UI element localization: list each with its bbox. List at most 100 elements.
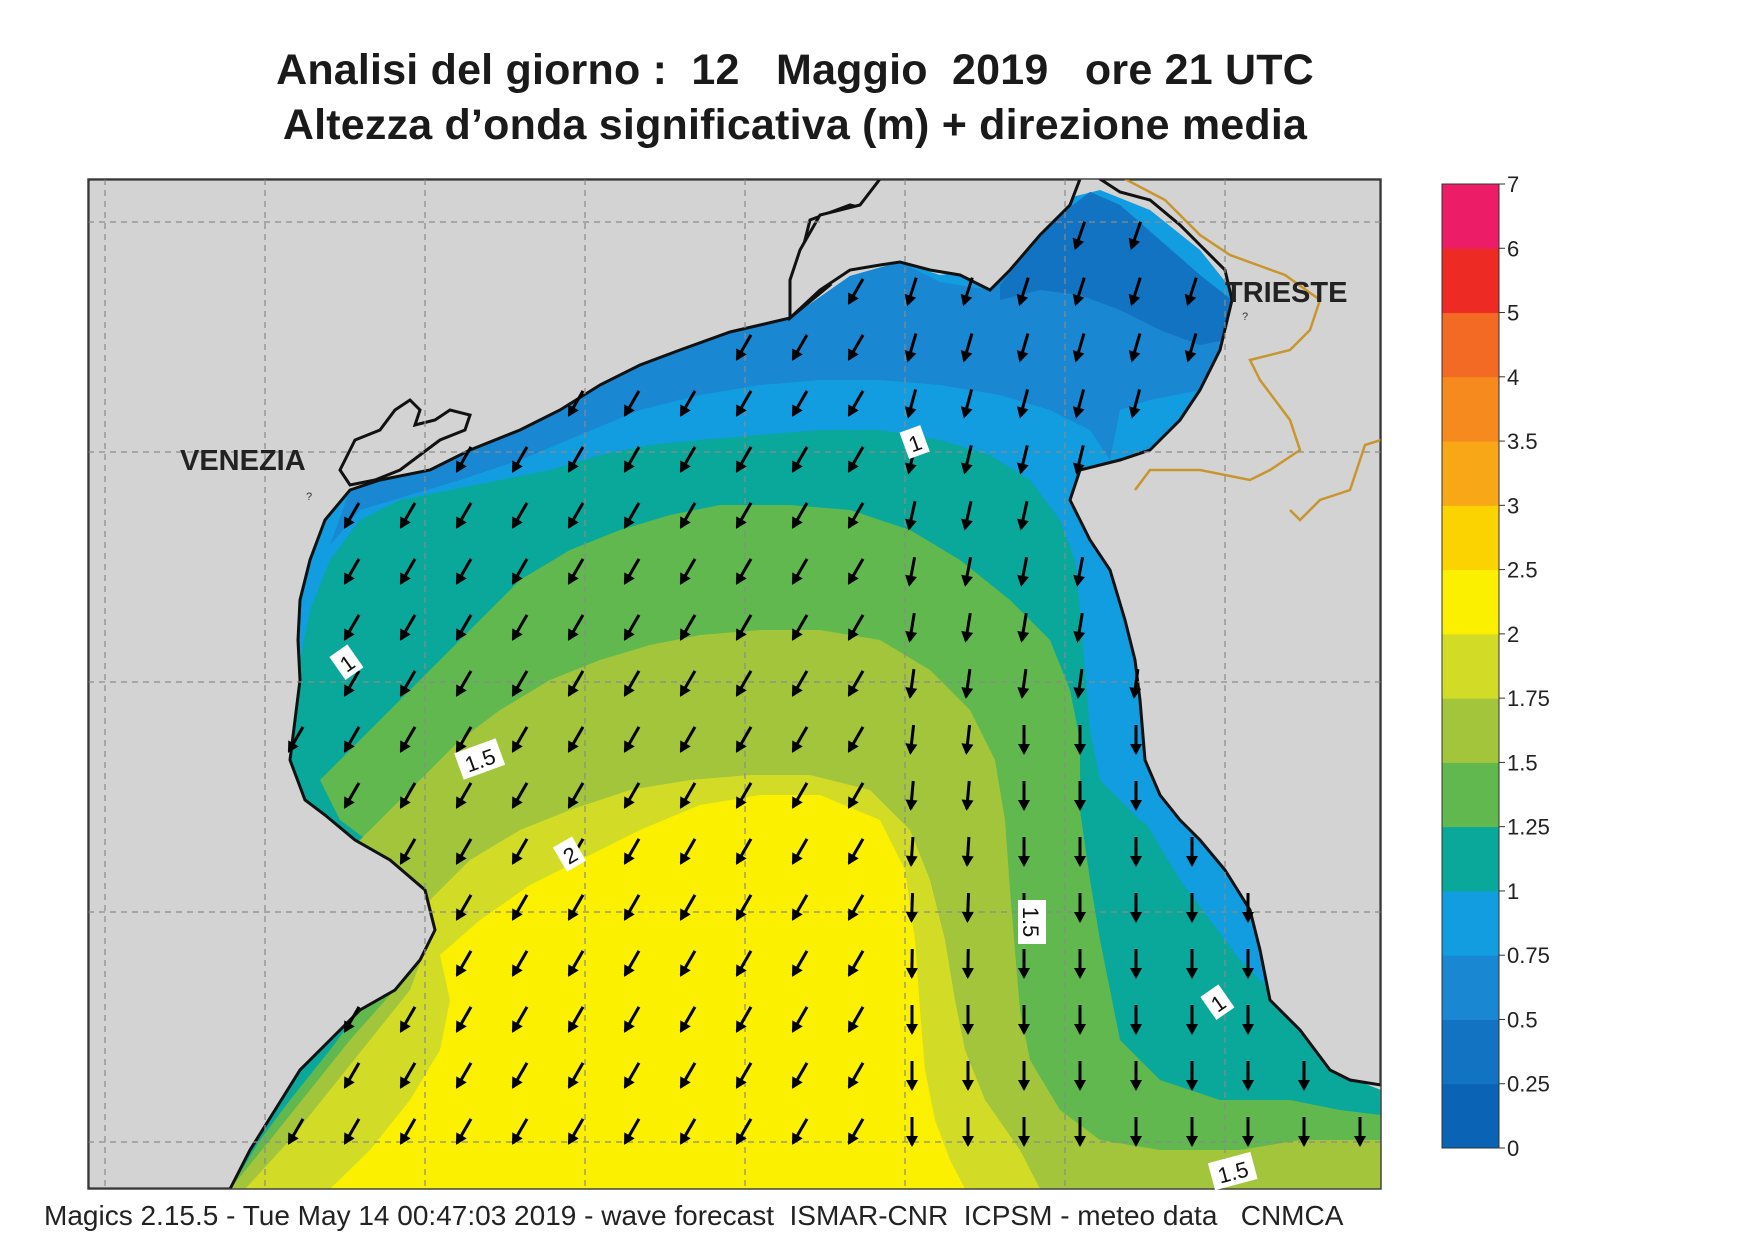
direction-arrow xyxy=(735,1006,753,1033)
direction-arrow xyxy=(1074,725,1086,755)
direction-arrow xyxy=(455,558,473,585)
direction-arrow xyxy=(1242,1005,1254,1035)
direction-arrow xyxy=(679,614,697,641)
direction-arrow xyxy=(623,950,641,977)
direction-arrow xyxy=(455,1118,473,1145)
direction-arrow xyxy=(1018,949,1030,979)
direction-arrow xyxy=(735,1118,753,1145)
direction-arrow xyxy=(343,1006,361,1033)
direction-arrow xyxy=(623,614,641,641)
direction-arrow xyxy=(1130,837,1142,867)
direction-arrow xyxy=(343,558,361,585)
direction-arrow xyxy=(1074,837,1086,867)
legend-swatch xyxy=(1442,248,1499,314)
direction-arrow xyxy=(1186,1117,1198,1147)
direction-arrow xyxy=(623,558,641,585)
direction-arrow xyxy=(847,838,865,865)
direction-arrow xyxy=(511,782,529,809)
legend-tick-label: 0.25 xyxy=(1507,1072,1550,1097)
direction-arrow xyxy=(679,1006,697,1033)
direction-arrow xyxy=(847,1062,865,1089)
legend-tick-label: 1.75 xyxy=(1507,686,1550,711)
direction-arrow xyxy=(399,1062,417,1089)
direction-arrow xyxy=(847,1006,865,1033)
direction-arrow xyxy=(399,1118,417,1145)
direction-arrow xyxy=(735,670,753,697)
direction-arrow xyxy=(1298,1117,1310,1147)
direction-arrow xyxy=(679,1062,697,1089)
direction-arrow xyxy=(1298,1061,1310,1091)
direction-arrow xyxy=(287,1118,305,1145)
legend-swatch xyxy=(1442,1083,1499,1149)
direction-arrow xyxy=(1186,949,1198,979)
map-frame xyxy=(87,178,1382,1190)
border-line-east xyxy=(1289,438,1381,522)
direction-arrow xyxy=(847,334,865,361)
direction-arrow xyxy=(1017,668,1030,699)
legend-tick-label: 7 xyxy=(1507,172,1519,197)
direction-arrow xyxy=(1074,949,1086,979)
direction-arrow xyxy=(1186,1005,1198,1035)
direction-arrow xyxy=(1018,1061,1030,1091)
direction-arrow xyxy=(791,1062,809,1089)
direction-arrow xyxy=(679,670,697,697)
direction-arrow xyxy=(399,614,417,641)
direction-arrow xyxy=(455,950,473,977)
direction-arrow xyxy=(511,670,529,697)
direction-arrow xyxy=(1017,556,1029,587)
direction-arrow xyxy=(791,558,809,585)
direction-arrow xyxy=(567,950,585,977)
direction-arrow xyxy=(735,894,753,921)
band-0-25 xyxy=(1000,192,1232,345)
direction-arrow xyxy=(679,446,697,473)
map-title-line-2: Altezza d’onda significativa (m) + direz… xyxy=(282,101,1308,149)
direction-arrow xyxy=(455,726,473,753)
direction-arrow xyxy=(1074,1117,1086,1147)
direction-arrow xyxy=(511,502,529,529)
direction-arrow xyxy=(623,894,641,921)
direction-arrow xyxy=(511,614,529,641)
legend-tick-label: 1.5 xyxy=(1507,750,1538,775)
direction-arrow xyxy=(343,614,361,641)
direction-arrow xyxy=(567,502,585,529)
graticule xyxy=(88,179,1381,1189)
legend-swatch xyxy=(1442,633,1499,699)
direction-arrow xyxy=(1186,1061,1198,1091)
direction-arrow xyxy=(1186,837,1198,867)
legend-swatch xyxy=(1442,569,1499,635)
direction-arrow xyxy=(847,390,865,417)
direction-arrow xyxy=(623,1006,641,1033)
direction-arrow xyxy=(343,782,361,809)
direction-arrow xyxy=(623,726,641,753)
band-2 xyxy=(330,795,965,1189)
direction-arrow xyxy=(791,670,809,697)
direction-arrow xyxy=(1354,1117,1366,1147)
direction-arrow xyxy=(1130,893,1142,923)
direction-arrow xyxy=(961,668,974,699)
direction-arrow xyxy=(1129,668,1142,699)
direction-arrow xyxy=(455,894,473,921)
direction-arrow xyxy=(1072,221,1087,251)
direction-arrow xyxy=(1130,949,1142,979)
direction-arrow xyxy=(847,670,865,697)
label-venezia: VENEZIA xyxy=(180,445,306,477)
direction-arrow xyxy=(1018,725,1030,755)
direction-arrow xyxy=(343,726,361,753)
direction-arrow xyxy=(1016,445,1029,475)
legend-tick-label: 1 xyxy=(1507,879,1519,904)
direction-arrow xyxy=(287,726,305,753)
direction-arrow xyxy=(567,782,585,809)
direction-arrow xyxy=(1128,333,1142,363)
legend-frame xyxy=(1441,183,1500,1149)
legend-tick-label: 6 xyxy=(1507,236,1519,261)
direction-arrow xyxy=(962,1117,974,1147)
legend-swatch xyxy=(1442,312,1499,378)
direction-arrow xyxy=(1186,893,1198,923)
legend-tick-label: 0.75 xyxy=(1507,943,1550,968)
direction-arrow xyxy=(906,1005,918,1035)
direction-arrow xyxy=(1242,949,1254,979)
direction-arrow xyxy=(567,894,585,921)
direction-arrow xyxy=(1072,333,1086,363)
direction-arrow xyxy=(623,502,641,529)
direction-arrow xyxy=(1128,221,1143,251)
